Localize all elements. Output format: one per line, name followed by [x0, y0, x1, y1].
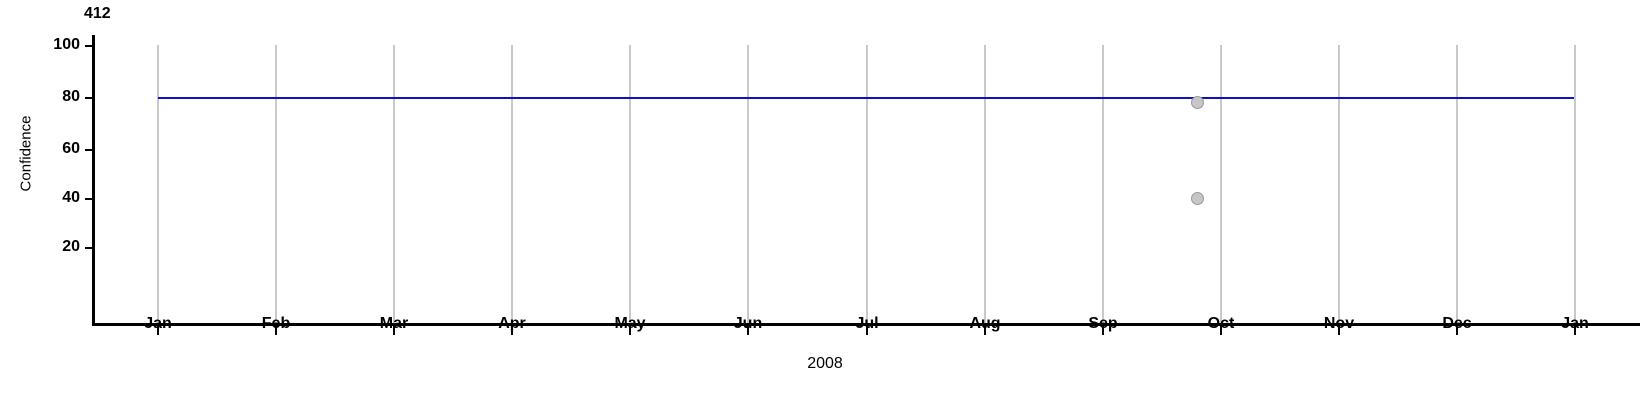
- y-tick-label-60: 60: [62, 140, 80, 157]
- x-tick-label-aug: Aug: [969, 315, 1001, 332]
- gridline-dec: [1456, 45, 1458, 323]
- gridline-may: [629, 45, 631, 323]
- y-axis-title: Confidence: [17, 115, 35, 192]
- y-tick-mark-40: [85, 198, 93, 200]
- y-axis-line: [92, 35, 95, 326]
- y-tick-mark-100: [85, 45, 93, 47]
- x-tick-label-apr: Apr: [498, 315, 526, 332]
- x-axis-title: 2008: [807, 355, 843, 372]
- gridline-mar: [393, 45, 395, 323]
- gridline-oct: [1220, 45, 1222, 323]
- x-tick-label-feb: Feb: [261, 315, 291, 332]
- x-tick-mark-dec: [1456, 326, 1458, 335]
- gridline-feb: [275, 45, 277, 323]
- y-tick-label-80: 80: [62, 88, 80, 105]
- gridline-apr: [511, 45, 513, 323]
- x-tick-mark-oct: [1220, 326, 1222, 335]
- x-tick-mark-mar: [393, 326, 395, 335]
- gridline-jan-1: [157, 45, 159, 323]
- x-tick-label-jun: Jun: [733, 315, 763, 332]
- x-tick-label-oct: Oct: [1207, 315, 1235, 332]
- x-axis-line: [92, 323, 1640, 326]
- x-tick-mark-sep: [1102, 326, 1104, 335]
- y-tick-mark-60: [85, 149, 93, 151]
- chart-title: 412: [84, 5, 111, 22]
- x-tick-label-jan-2: Jan: [1561, 315, 1589, 332]
- x-tick-mark-may: [629, 326, 631, 335]
- x-tick-label-sep: Sep: [1088, 315, 1118, 332]
- gridline-aug: [984, 45, 986, 323]
- x-tick-label-nov: Nov: [1323, 315, 1355, 332]
- data-point-high[interactable]: [1190, 95, 1204, 109]
- threshold-line: [158, 97, 1574, 99]
- x-tick-mark-jun: [747, 326, 749, 335]
- x-tick-mark-jan-2: [1574, 326, 1576, 335]
- x-tick-label-mar: Mar: [379, 315, 409, 332]
- x-tick-mark-nov: [1338, 326, 1340, 335]
- x-tick-label-dec: Dec: [1442, 315, 1472, 332]
- x-tick-mark-aug: [984, 326, 986, 335]
- y-tick-label-20: 20: [62, 238, 80, 255]
- gridline-jul: [866, 45, 868, 323]
- x-tick-mark-feb: [275, 326, 277, 335]
- gridline-jun: [747, 45, 749, 323]
- gridline-nov: [1338, 45, 1340, 323]
- data-point-low[interactable]: [1190, 191, 1204, 205]
- y-tick-mark-20: [85, 247, 93, 249]
- y-tick-label-100: 100: [53, 36, 80, 53]
- x-tick-mark-jul: [866, 326, 868, 335]
- x-tick-label-jan-1: Jan: [144, 315, 172, 332]
- x-tick-mark-apr: [511, 326, 513, 335]
- x-tick-label-jul: Jul: [855, 315, 879, 332]
- x-tick-label-may: May: [614, 315, 646, 332]
- gridline-sep: [1102, 45, 1104, 323]
- gridline-jan-2: [1574, 45, 1576, 323]
- y-tick-mark-80: [85, 97, 93, 99]
- y-tick-label-40: 40: [62, 189, 80, 206]
- x-tick-mark-jan-1: [157, 326, 159, 335]
